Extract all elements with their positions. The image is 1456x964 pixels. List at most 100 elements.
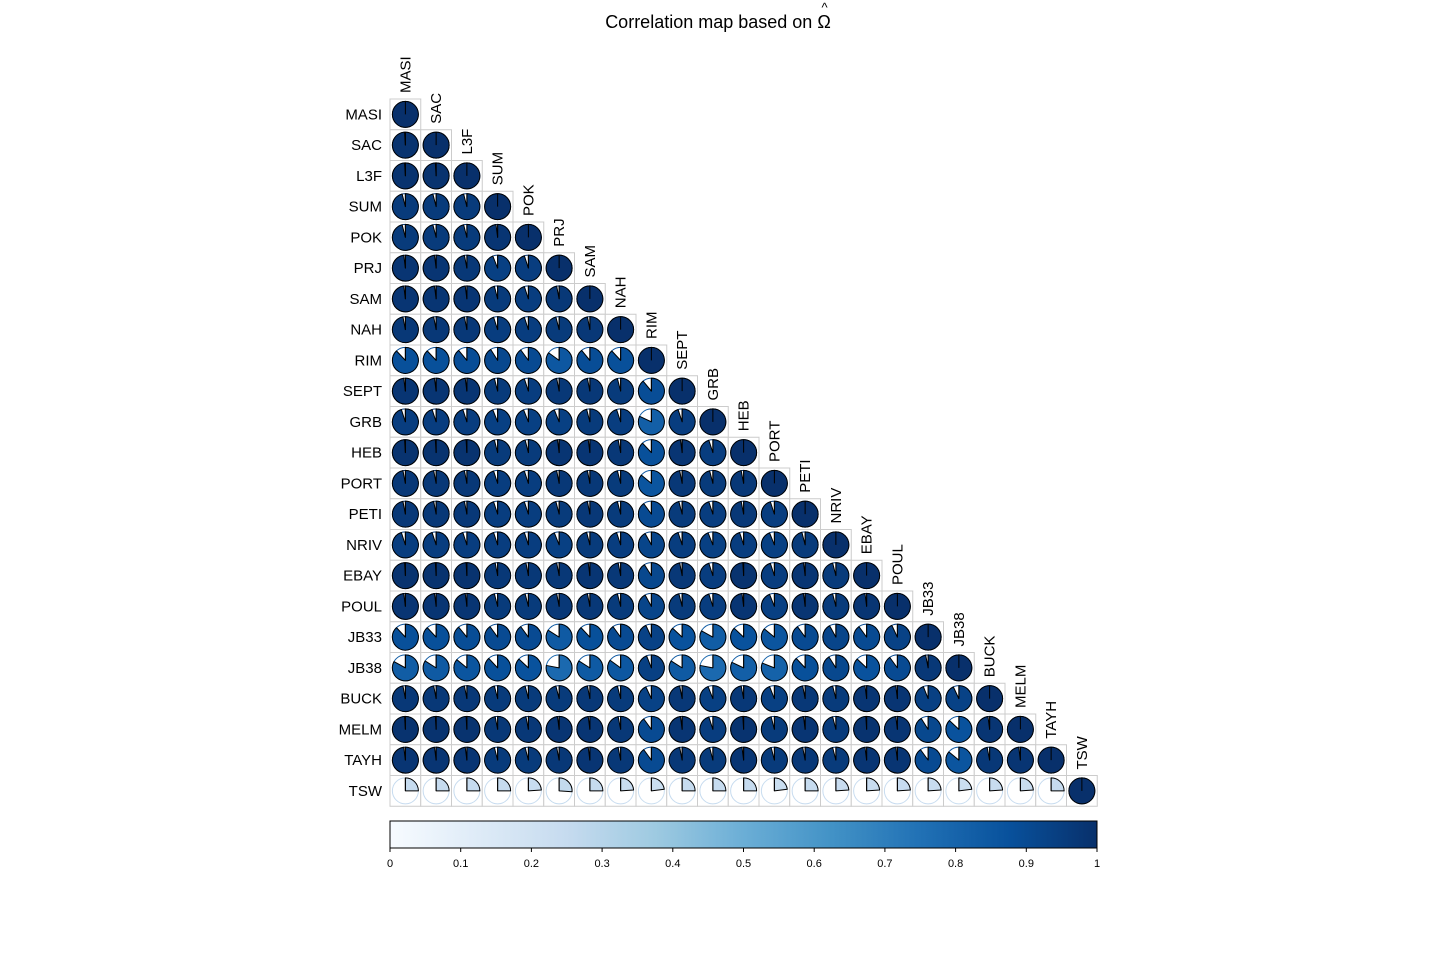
- cell-sac-sac: [420, 129, 452, 161]
- colorbar-tick-label: 0.5: [736, 858, 751, 870]
- cell-ebay-ebay: [850, 559, 883, 592]
- cell-rim-rim: [635, 344, 668, 377]
- cell-buck-sum: [481, 682, 514, 715]
- colorbar-tick-label: 0.9: [1019, 858, 1034, 870]
- cell-tsw-pok: [512, 775, 545, 807]
- cell-tsw-heb: [727, 775, 760, 807]
- cell-melm-port: [758, 713, 791, 746]
- column-label-buck: BUCK: [982, 636, 999, 678]
- cell-heb-nah: [604, 436, 637, 469]
- cell-rim-prj: [543, 344, 575, 377]
- cell-sept-prj: [543, 375, 575, 407]
- cell-sum-l3f: [451, 190, 483, 223]
- cell-melm-heb: [727, 713, 760, 746]
- row-label-melm: MELM: [339, 721, 382, 738]
- cell-peti-port: [758, 498, 791, 530]
- column-label-nriv: NRIV: [828, 488, 845, 524]
- cell-nah-sam: [574, 313, 606, 346]
- column-label-sam: SAM: [582, 245, 599, 278]
- cell-melm-sum: [481, 713, 514, 746]
- cell-port-pok: [512, 467, 545, 500]
- cell-peti-sept: [666, 498, 698, 530]
- row-label-sept: SEPT: [343, 383, 382, 400]
- colorbar-tick-label: 0: [387, 858, 393, 870]
- cell-grb-sum: [481, 406, 514, 438]
- cell-tsw-rim: [635, 775, 668, 807]
- colorbar-tick-label: 0.2: [524, 858, 539, 870]
- cell-jb38-nriv: [820, 652, 852, 684]
- cell-ebay-peti: [789, 559, 821, 592]
- cell-tsw-melm: [1004, 775, 1037, 807]
- cell-sept-rim: [635, 375, 668, 407]
- cell-nriv-pok: [512, 529, 545, 561]
- cell-ebay-sac: [420, 559, 452, 592]
- cell-port-nah: [604, 467, 637, 500]
- cell-heb-heb: [727, 436, 760, 469]
- cell-sept-pok: [512, 375, 545, 407]
- cell-tsw-sam: [574, 775, 606, 807]
- cell-sam-sum: [481, 283, 514, 315]
- cell-melm-pok: [512, 713, 545, 746]
- cell-sept-sac: [420, 375, 452, 407]
- cell-melm-sac: [420, 713, 452, 746]
- cell-pok-sac: [420, 221, 452, 254]
- cell-port-grb: [697, 467, 729, 500]
- colorbar-tick-label: 0.7: [877, 858, 892, 870]
- cell-buck-prj: [543, 682, 575, 715]
- cell-melm-sept: [666, 713, 698, 746]
- column-label-tayh: TAYH: [1043, 701, 1060, 739]
- cell-grb-rim: [635, 406, 668, 438]
- cell-buck-rim: [635, 682, 668, 715]
- cell-tayh-melm: [1004, 744, 1037, 776]
- cell-jb38-heb: [727, 652, 760, 684]
- cell-sum-masi: [389, 190, 422, 223]
- cell-melm-prj: [543, 713, 575, 746]
- cell-prj-sum: [481, 252, 514, 284]
- cell-port-rim: [635, 467, 668, 500]
- cell-rim-sam: [574, 344, 606, 377]
- cell-jb38-poul: [881, 652, 914, 684]
- cell-tsw-port: [758, 775, 791, 807]
- cell-tayh-peti: [789, 744, 821, 776]
- cell-ebay-prj: [543, 559, 575, 592]
- cell-pok-pok: [512, 221, 545, 254]
- cell-jb38-grb: [697, 652, 729, 684]
- row-label-sum: SUM: [349, 199, 382, 216]
- cell-tayh-port: [758, 744, 791, 776]
- column-label-sept: SEPT: [674, 331, 691, 370]
- cell-poul-prj: [543, 590, 575, 623]
- cell-melm-sam: [574, 713, 606, 746]
- cell-tayh-pok: [512, 744, 545, 776]
- cell-buck-heb: [727, 682, 760, 715]
- cell-sac-masi: [389, 129, 422, 161]
- row-label-pok: POK: [350, 229, 382, 246]
- cell-tayh-sac: [420, 744, 452, 776]
- cell-poul-sam: [574, 590, 606, 623]
- cell-jb33-sac: [420, 621, 452, 653]
- cell-poul-rim: [635, 590, 668, 623]
- row-label-nriv: NRIV: [346, 537, 382, 554]
- cell-jb33-sept: [666, 621, 698, 653]
- cell-tsw-prj: [543, 775, 575, 807]
- cell-sept-l3f: [451, 375, 483, 407]
- cell-buck-masi: [389, 682, 422, 715]
- row-label-prj: PRJ: [354, 260, 382, 277]
- cell-jb33-grb: [697, 621, 729, 653]
- cell-grb-nah: [604, 406, 637, 438]
- cell-pok-masi: [389, 221, 422, 254]
- cell-rim-sac: [420, 344, 452, 377]
- cell-sam-sam: [574, 283, 606, 315]
- cell-poul-pok: [512, 590, 545, 623]
- cell-tsw-nriv: [820, 775, 852, 807]
- cell-tayh-sum: [481, 744, 514, 776]
- cell-rim-sum: [481, 344, 514, 377]
- cell-sam-pok: [512, 283, 545, 315]
- cell-poul-masi: [389, 590, 422, 623]
- row-label-jb38: JB38: [348, 660, 382, 677]
- cell-tayh-buck: [973, 744, 1006, 776]
- column-label-jb38: JB38: [951, 612, 968, 646]
- column-label-poul: POUL: [889, 544, 906, 585]
- cell-prj-prj: [543, 252, 575, 284]
- column-label-prj: PRJ: [551, 218, 568, 246]
